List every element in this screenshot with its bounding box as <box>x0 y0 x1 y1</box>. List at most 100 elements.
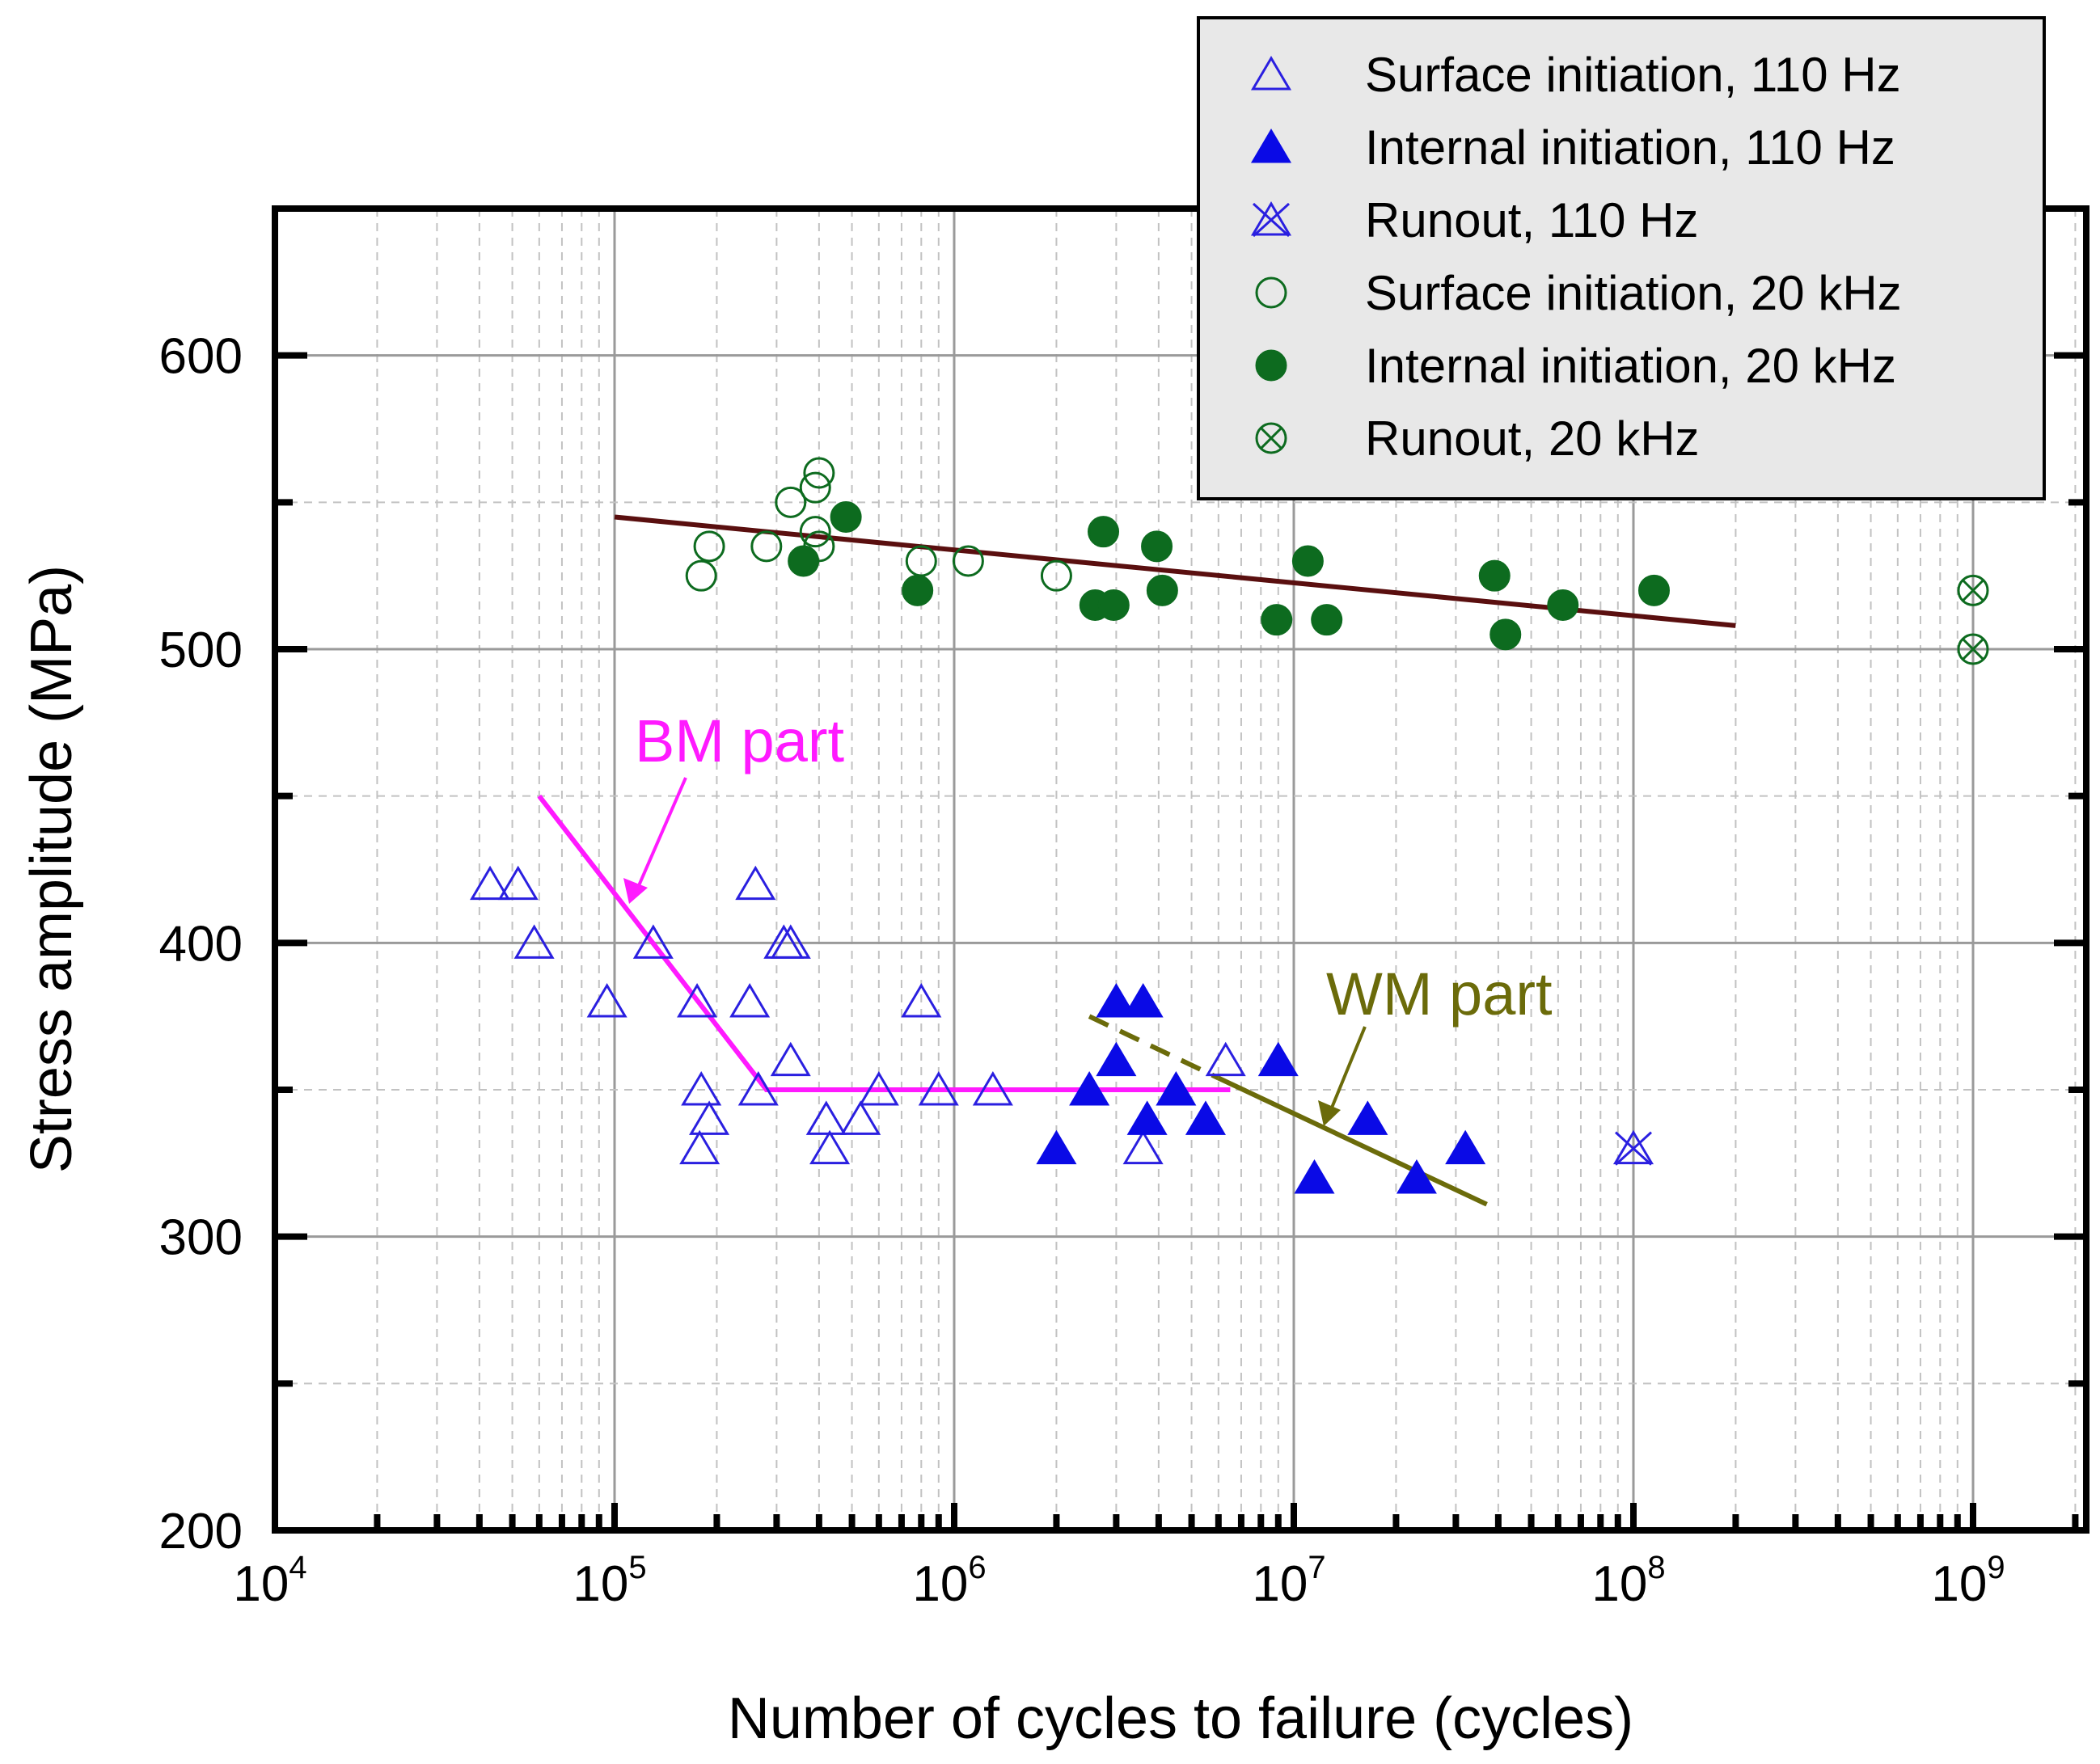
marker-shape <box>1122 983 1164 1018</box>
data-point <box>685 559 717 592</box>
x-tick-label: 109 <box>1931 1550 2005 1612</box>
legend: Surface initiation, 110 Hz Internal initi… <box>1197 16 2046 500</box>
marker-shape <box>632 924 674 959</box>
marker-shape <box>1547 589 1579 621</box>
data-point <box>901 983 942 1018</box>
marker-shape <box>1205 1041 1246 1077</box>
data-point <box>1489 618 1522 651</box>
y-tick-label: 300 <box>159 1210 243 1266</box>
marker-cross <box>1259 426 1283 450</box>
data-point <box>1547 589 1579 621</box>
data-points <box>470 457 1989 1194</box>
fit-line <box>537 794 1231 1092</box>
annotation-arrow <box>1329 1026 1367 1112</box>
data-point <box>1122 983 1164 1018</box>
data-point <box>1261 604 1293 636</box>
x-tick-label: 107 <box>1252 1550 1325 1612</box>
marker-shape <box>1036 1129 1077 1165</box>
marker-shape <box>901 983 942 1018</box>
data-point <box>729 983 771 1018</box>
annotation-wm-part: WM part <box>1326 960 1553 1028</box>
marker-shape <box>677 983 718 1018</box>
marker-shape <box>1096 1041 1137 1077</box>
x-tick-label: 108 <box>1591 1550 1665 1612</box>
fit-line <box>1088 1014 1220 1081</box>
marker-shape <box>1255 422 1287 454</box>
data-point <box>1036 1129 1077 1165</box>
annotation-arrow <box>636 777 687 890</box>
marker-cross <box>1961 637 1985 661</box>
data-point <box>1957 574 1989 606</box>
data-point <box>1205 1041 1246 1077</box>
marker-shape <box>689 1100 730 1135</box>
marker-shape <box>1096 983 1137 1018</box>
data-point <box>952 545 984 577</box>
marker-shape <box>729 983 771 1018</box>
data-point <box>693 530 725 563</box>
marker-shape <box>693 530 725 563</box>
data-point <box>1612 1129 1654 1166</box>
marker-shape <box>1957 633 1989 665</box>
data-point <box>1141 530 1173 563</box>
legend-box <box>1197 16 2046 500</box>
data-point <box>689 1100 730 1135</box>
annotation-bm-part: BM part <box>635 707 845 774</box>
y-tick-label: 500 <box>159 622 243 678</box>
annotation-arrowhead <box>1318 1100 1341 1126</box>
marker-shape <box>750 530 783 563</box>
data-point <box>497 865 539 901</box>
data-point <box>770 924 811 959</box>
marker-shape <box>803 457 835 489</box>
data-point <box>1097 589 1130 621</box>
marker-shape <box>1088 516 1120 548</box>
marker-shape <box>809 1129 851 1165</box>
data-point <box>681 1071 722 1106</box>
marker-shape <box>586 983 627 1018</box>
marker-shape <box>513 924 555 959</box>
data-point <box>1311 604 1343 636</box>
data-point <box>840 1100 881 1135</box>
y-axis-title: Stress amplitude (MPa) <box>19 565 84 1173</box>
data-point <box>1396 1159 1437 1194</box>
marker-cross <box>1961 579 1985 602</box>
data-point <box>805 1100 847 1135</box>
data-point <box>1445 1129 1486 1165</box>
fit-line <box>1217 1075 1488 1207</box>
data-point <box>972 1071 1013 1106</box>
marker-shape <box>1255 349 1287 382</box>
marker-shape <box>1261 604 1293 636</box>
marker-shape <box>775 486 807 518</box>
data-point <box>1096 1041 1137 1077</box>
marker-shape <box>1445 1129 1486 1165</box>
legend-marker <box>1255 422 1287 454</box>
legend-label: Surface initiation, 20 kHz <box>1365 266 1902 320</box>
data-point <box>632 924 674 959</box>
marker-shape <box>902 574 934 606</box>
marker-shape <box>1040 559 1072 592</box>
marker-shape <box>1255 276 1287 309</box>
marker-cross <box>1614 1131 1653 1166</box>
data-point <box>1122 1129 1164 1165</box>
marker-shape <box>681 1071 722 1106</box>
marker-shape <box>770 1041 811 1077</box>
legend-label: Surface initiation, 110 Hz <box>1365 48 1901 102</box>
data-point <box>513 924 555 959</box>
x-axis-title: Number of cycles to failure (cycles) <box>728 1686 1633 1751</box>
y-tick-label: 200 <box>159 1504 243 1559</box>
data-point <box>1040 559 1072 592</box>
marker-shape <box>1347 1100 1388 1135</box>
marker-shape <box>497 865 539 901</box>
marker-shape <box>918 1071 959 1106</box>
legend-marker <box>1250 129 1292 163</box>
data-point <box>1478 559 1511 592</box>
marker-shape <box>830 501 862 533</box>
data-point <box>1185 1100 1226 1135</box>
marker-shape <box>737 1071 779 1106</box>
marker-shape <box>1156 1071 1197 1106</box>
marker-shape <box>1097 589 1130 621</box>
data-point <box>1146 574 1178 606</box>
data-point <box>737 1071 779 1106</box>
legend-marker <box>1255 276 1287 309</box>
data-point <box>799 471 831 504</box>
x-tick-label: 106 <box>912 1550 986 1612</box>
